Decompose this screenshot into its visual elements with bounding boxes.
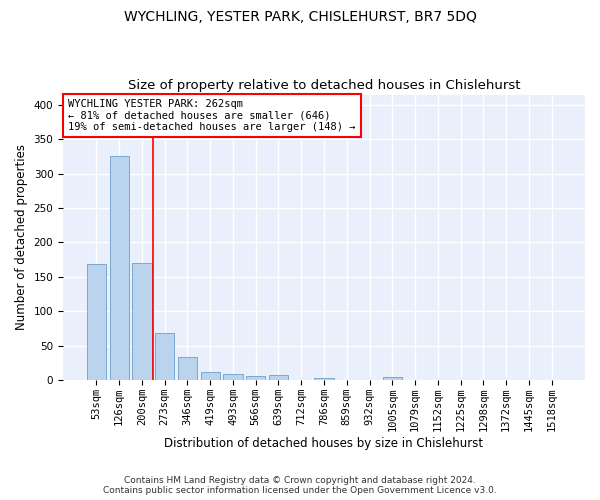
Bar [314,378,334,380]
Bar [200,372,220,380]
Bar [178,358,197,380]
Bar [132,263,152,380]
Bar [269,374,288,380]
Bar [246,376,265,380]
X-axis label: Distribution of detached houses by size in Chislehurst: Distribution of detached houses by size … [164,437,484,450]
Bar [223,374,242,380]
Title: Size of property relative to detached houses in Chislehurst: Size of property relative to detached ho… [128,79,520,92]
Text: WYCHLING YESTER PARK: 262sqm
← 81% of detached houses are smaller (646)
19% of s: WYCHLING YESTER PARK: 262sqm ← 81% of de… [68,99,356,132]
Bar [383,376,402,380]
Y-axis label: Number of detached properties: Number of detached properties [15,144,28,330]
Text: WYCHLING, YESTER PARK, CHISLEHURST, BR7 5DQ: WYCHLING, YESTER PARK, CHISLEHURST, BR7 … [124,10,476,24]
Bar [155,334,175,380]
Bar [110,156,129,380]
Bar [87,264,106,380]
Text: Contains HM Land Registry data © Crown copyright and database right 2024.
Contai: Contains HM Land Registry data © Crown c… [103,476,497,495]
